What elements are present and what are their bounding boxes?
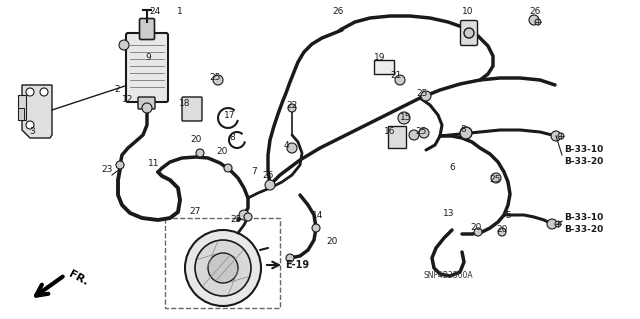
Text: 10: 10 [462,8,474,17]
Text: 20: 20 [216,146,228,155]
Circle shape [244,213,252,221]
Circle shape [265,180,275,190]
Text: B-33-20: B-33-20 [564,157,604,166]
Circle shape [535,19,541,25]
Circle shape [288,104,296,112]
Circle shape [116,161,124,169]
Circle shape [213,75,223,85]
Circle shape [26,121,34,129]
Text: 9: 9 [145,54,151,63]
Text: 7: 7 [251,167,257,175]
Text: 26: 26 [529,8,541,17]
Circle shape [26,88,34,96]
Bar [18,95,26,120]
Text: 6: 6 [449,164,455,173]
Circle shape [474,228,482,236]
Circle shape [196,149,204,157]
Text: 26: 26 [332,8,344,17]
FancyBboxPatch shape [182,97,202,121]
Circle shape [464,28,474,38]
Text: 5: 5 [505,211,511,220]
Circle shape [287,143,297,153]
Circle shape [529,15,539,25]
Text: 14: 14 [312,211,324,220]
Text: B-33-10: B-33-10 [564,213,604,222]
Circle shape [498,228,506,236]
Circle shape [208,253,238,283]
Text: 12: 12 [122,95,134,105]
Text: 25: 25 [415,127,427,136]
FancyBboxPatch shape [140,19,154,40]
Circle shape [419,128,429,138]
Text: 26: 26 [262,172,274,181]
Text: 25: 25 [490,174,500,183]
Circle shape [547,219,557,229]
Text: 15: 15 [400,113,412,122]
Text: 20: 20 [496,225,508,234]
Text: 24: 24 [149,8,161,17]
Circle shape [40,88,48,96]
Text: 2: 2 [114,85,120,94]
Text: 18: 18 [179,99,191,108]
Text: 16: 16 [384,128,396,137]
Text: 1: 1 [177,8,183,17]
Circle shape [558,133,564,139]
Circle shape [460,127,472,139]
Text: B-33-20: B-33-20 [564,226,604,234]
Text: 25: 25 [230,216,242,225]
FancyBboxPatch shape [165,218,280,308]
FancyBboxPatch shape [126,33,168,102]
Text: 20: 20 [470,224,482,233]
Text: 25: 25 [416,90,428,99]
Text: 4: 4 [283,142,289,151]
Circle shape [395,75,405,85]
Circle shape [555,221,561,227]
Text: B-33-10: B-33-10 [564,145,604,153]
Text: E-19: E-19 [285,260,309,270]
Text: 23: 23 [101,166,113,174]
Circle shape [312,224,320,232]
Text: SNF4B3360A: SNF4B3360A [423,271,473,279]
Text: FR.: FR. [67,269,90,287]
Text: 13: 13 [444,209,455,218]
Text: 25: 25 [209,73,221,83]
Circle shape [185,230,261,306]
Text: 11: 11 [148,159,160,167]
Circle shape [239,210,249,220]
Bar [374,60,394,74]
Circle shape [409,130,419,140]
Circle shape [224,164,232,172]
Text: 19: 19 [374,54,386,63]
Text: 3: 3 [29,128,35,137]
Circle shape [551,131,561,141]
Text: 8: 8 [460,125,466,135]
Text: 8: 8 [229,132,235,142]
FancyBboxPatch shape [461,20,477,46]
Polygon shape [22,85,52,138]
Bar [18,108,24,120]
Text: 20: 20 [326,238,338,247]
Circle shape [421,91,431,101]
Circle shape [491,173,501,183]
Circle shape [286,254,294,262]
Circle shape [142,103,152,113]
Circle shape [119,40,129,50]
FancyBboxPatch shape [138,97,155,109]
Bar [388,126,406,148]
Text: 20: 20 [190,136,202,145]
Text: 27: 27 [189,207,201,217]
Circle shape [398,112,410,124]
Text: 21: 21 [390,71,402,80]
Text: 17: 17 [224,110,236,120]
Text: 22: 22 [286,101,298,110]
Circle shape [195,240,251,296]
